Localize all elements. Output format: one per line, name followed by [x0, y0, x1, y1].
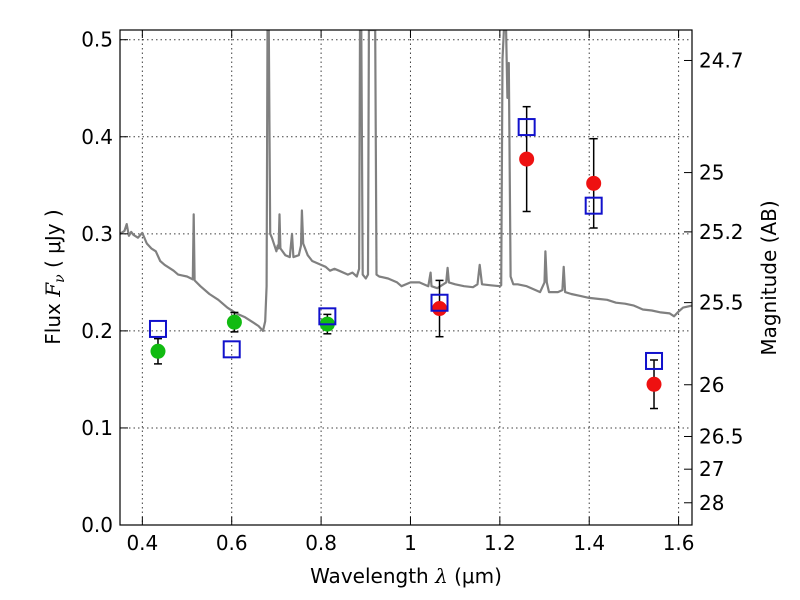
x-tick-label: 1.2	[484, 531, 516, 555]
model-point-square	[148, 319, 167, 338]
y-axis-label-symbol: F	[41, 282, 65, 298]
y2-tick-label: 27	[699, 457, 724, 481]
y-tick-label: 0.5	[81, 28, 113, 52]
y-tick-label: 0.4	[81, 125, 113, 149]
x-tick-label: 1	[404, 531, 417, 555]
y2-tick-label: 28	[699, 491, 724, 515]
y2-tick-label: 26	[699, 373, 724, 397]
y2-tick-label: 25.2	[699, 220, 744, 244]
data-point-circle	[226, 314, 242, 330]
y2-tick-label: 24.7	[699, 48, 744, 72]
x-tick-label: 0.8	[305, 531, 337, 555]
x-axis-label: Wavelength λ (μm)	[310, 564, 502, 588]
model-point-square	[517, 118, 536, 137]
y-tick-label: 0.0	[81, 513, 113, 537]
data-point-circle	[150, 343, 166, 359]
model-point-square	[430, 293, 449, 312]
y-tick-label: 0.3	[81, 222, 113, 246]
x-tick-label: 0.6	[216, 531, 248, 555]
data-point-circle	[586, 175, 602, 191]
data-point-circle	[432, 301, 448, 317]
y2-axis-label: Magnitude (AB)	[757, 200, 781, 355]
y2-tick-label: 26.5	[699, 424, 744, 448]
model-point-square	[584, 196, 603, 215]
x-axis-label-text: Wavelength	[310, 564, 429, 588]
y-tick-label: 0.1	[81, 416, 113, 440]
model-point-square	[318, 307, 337, 326]
plot-frame	[119, 29, 693, 526]
y2-tick-label: 25.5	[699, 291, 744, 315]
x-tick-label: 0.4	[126, 531, 158, 555]
x-tick-label: 1.4	[573, 531, 605, 555]
y-axis-label: Flux Fν ( μJy )	[41, 209, 68, 344]
model-point-square	[222, 340, 241, 359]
data-point-circle	[646, 376, 662, 392]
model-point-square	[645, 351, 664, 370]
x-axis-label-unit: (μm)	[454, 564, 502, 588]
model-spectrum-line	[120, 30, 692, 332]
y2-tick-label: 25	[699, 161, 724, 185]
y-axis-label-subscript: ν	[52, 274, 68, 283]
x-tick-label: 1.6	[663, 531, 695, 555]
x-axis-label-symbol: λ	[434, 564, 448, 588]
y-tick-label: 0.2	[81, 319, 113, 343]
y-axis-label-unit: ( μJy )	[41, 209, 65, 268]
data-point-circle	[519, 151, 535, 167]
y-axis-label-text: Flux	[41, 303, 65, 345]
